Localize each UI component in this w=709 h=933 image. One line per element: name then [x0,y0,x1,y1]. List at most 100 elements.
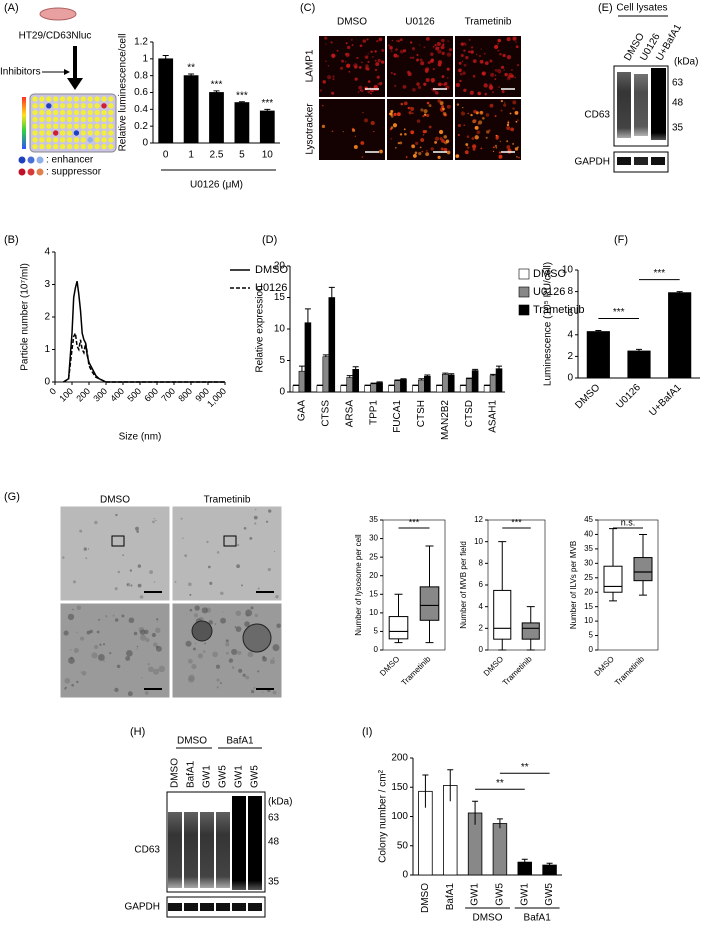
line-series [63,330,225,383]
y-tick-label: 0 [374,645,379,654]
bar [316,385,324,393]
signal-dot [480,48,482,50]
well [94,137,100,143]
em-texture [174,581,177,583]
well [53,103,59,109]
well [53,137,59,143]
signal-dot [352,128,356,132]
signal-dot [498,154,503,159]
em-texture [216,686,219,689]
signal-dot [460,42,465,46]
well [39,130,45,136]
em-texture [86,630,91,635]
signal-dot [494,78,497,80]
signal-dot [325,43,327,45]
bar [447,374,455,393]
bar [471,370,479,393]
em-texture [262,655,266,659]
y-tick-label: 0 [589,645,594,654]
significance-label: *** [236,90,248,101]
em-texture [204,642,207,645]
em-texture [114,687,119,693]
error-bar [238,101,245,103]
y-tick-label: 0 [142,138,148,149]
signal-dot [494,115,497,118]
bar [346,377,354,393]
signal-dot [430,52,434,57]
signal-dot [441,83,444,86]
em-texture [274,551,276,553]
signal-dot [426,101,430,105]
signal-dot [389,46,393,50]
signal-dot [336,49,339,52]
y-tick-label: 0.6 [134,87,148,98]
error-bar [370,382,377,384]
well [46,143,52,150]
y-tick-label: 10 [274,324,286,335]
well [94,143,100,150]
signal-dot [430,58,435,62]
signal-dot [470,113,473,117]
y-axis-label: Relative luminescence/cell [118,34,129,152]
x-tick-label: 100 [57,386,75,404]
y-tick-label: 12 [474,515,483,524]
well-plate [29,93,117,153]
bar [489,375,497,393]
x-tick-label: TPP1 [368,400,379,425]
em-texture [189,608,193,612]
em-texture [262,691,264,694]
signal-dot [367,80,371,83]
micrograph [455,36,521,97]
em-texture [96,630,100,634]
error-bar [422,774,429,808]
cell-line-label: HT29/CD63Nluc [19,31,92,42]
well [53,116,59,123]
signal-dot [411,47,416,51]
em-texture [67,613,75,621]
signal-dot [497,42,499,45]
line-series [63,281,225,383]
signal-dot [399,38,403,42]
lane-label: GW1 [234,765,245,788]
signal-dot [353,63,358,68]
well [108,137,114,143]
em-texture [209,581,213,585]
well [66,123,73,129]
signal-dot [463,124,465,126]
well [32,137,38,143]
well [46,137,52,143]
x-tick-label: GAA [297,400,308,421]
well [39,143,45,150]
signal-dot [495,146,498,149]
signal-dot [324,36,328,40]
em-texture [79,529,83,533]
signal-dot [463,88,467,92]
em-texture [193,613,198,618]
signal-dot [367,60,370,63]
em-texture [137,564,142,568]
signal-dot [416,82,420,86]
signal-dot [473,109,477,114]
em-texture [139,595,144,599]
em-texture [243,526,247,530]
bar [436,385,443,393]
x-tick-label: 400 [108,386,126,404]
x-tick-label: CTSH [416,400,427,427]
signal-dot [448,48,453,52]
signal-dot [475,53,478,56]
signal-dot [345,42,348,45]
well [32,103,38,109]
signal-dot [492,146,495,149]
signal-dot [373,84,378,90]
y-tick-label: 1 [44,344,50,355]
well [80,130,87,136]
em-texture [192,647,196,651]
x-tick-label: Trametinib [501,654,534,687]
signal-dot [342,130,344,133]
signal-dot [470,46,474,49]
signal-dot [443,147,448,152]
y-tick-label: 30 [584,558,593,567]
em-texture [275,594,279,599]
signal-dot [407,106,411,110]
well [46,96,52,102]
